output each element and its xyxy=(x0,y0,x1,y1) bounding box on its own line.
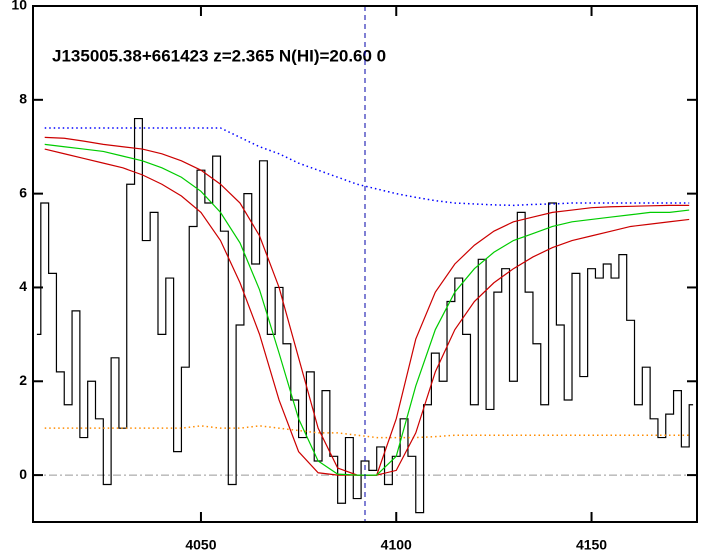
series-line xyxy=(36,117,694,514)
x-tick-label: 4100 xyxy=(381,537,412,553)
y-tick-label: 0 xyxy=(19,466,27,482)
series-line xyxy=(44,148,690,476)
x-tick-label: 4150 xyxy=(576,537,607,553)
x-tick-label: 4050 xyxy=(185,537,216,553)
y-tick-label: 2 xyxy=(19,372,27,388)
plot-frame xyxy=(32,5,698,523)
chart-title: J135005.38+661423 z=2.365 N(HI)=20.60 0 xyxy=(52,46,386,65)
y-tick-label: 6 xyxy=(19,184,27,200)
y-tick-label: 4 xyxy=(19,278,27,294)
series-line xyxy=(44,127,690,207)
series-line xyxy=(44,425,690,439)
series-line xyxy=(44,143,690,476)
y-tick-label: 10 xyxy=(11,0,27,13)
y-tick-label: 8 xyxy=(19,91,27,107)
series-line xyxy=(44,136,690,476)
